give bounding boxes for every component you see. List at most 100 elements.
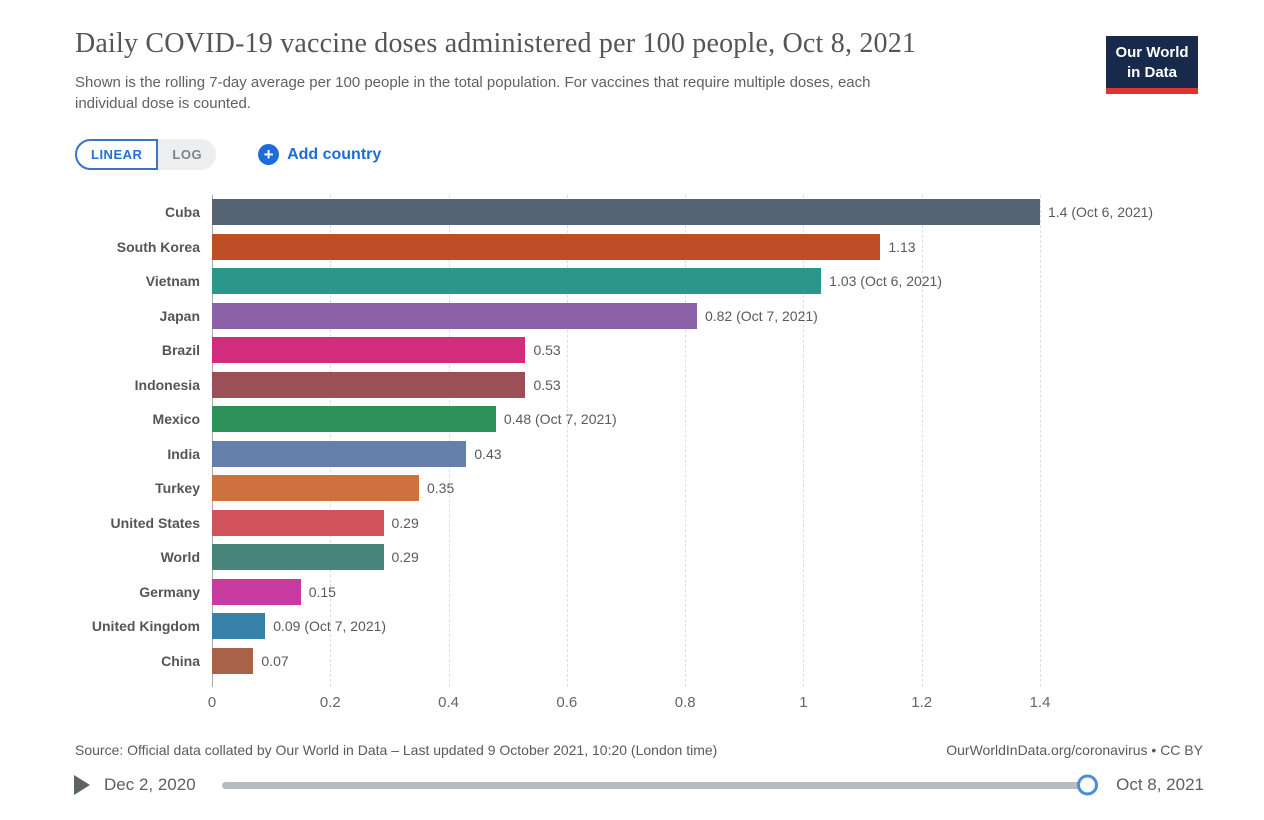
owid-logo-line2: in Data — [1126, 63, 1177, 81]
bar-row: Germany 0.15 — [60, 575, 1205, 610]
x-tick-label: 0.8 — [674, 694, 696, 711]
owid-logo-red-stripe — [1106, 88, 1198, 94]
country-label: Japan — [159, 307, 200, 324]
bar-row: South Korea 1.13 — [60, 230, 1205, 265]
gridline — [685, 195, 687, 687]
x-axis: 0 0.2 0.4 0.6 0.8 1 1.2 1.4 — [208, 694, 1205, 716]
bar-track: 0.53 — [212, 337, 1205, 364]
country-label: Cuba — [165, 204, 200, 221]
bar-track: 0.07 — [212, 647, 1205, 674]
country-label: Brazil — [161, 342, 200, 359]
chart-subtitle-line2: individual dose is counted. — [75, 94, 251, 112]
bar-value-label: 0.07 — [261, 652, 289, 669]
bar-row: Turkey 0.35 — [60, 471, 1205, 506]
bar-value-label: 0.53 — [533, 376, 561, 393]
x-tick-label: 0.4 — [438, 694, 459, 711]
linear-scale-button[interactable]: LINEAR — [75, 139, 159, 170]
bar-track: 0.35 — [212, 475, 1205, 502]
add-country-label: Add country — [287, 145, 382, 163]
bar-china[interactable] — [212, 647, 254, 674]
bar-row: Vietnam 1.03 (Oct 6, 2021) — [60, 264, 1205, 299]
attribution-note: OurWorldInData.org/coronavirus • CC BY — [946, 742, 1203, 758]
source-note: Source: Official data collated by Our Wo… — [75, 742, 718, 758]
country-label: Vietnam — [145, 273, 200, 290]
country-label: China — [161, 652, 200, 669]
bar-value-label: 0.82 (Oct 7, 2021) — [704, 307, 818, 324]
timeline-slider-handle[interactable] — [1077, 774, 1099, 796]
bar-row: Cuba 1.4 (Oct 6, 2021) — [60, 195, 1205, 230]
x-tick-label: 0.2 — [319, 694, 341, 711]
gridline — [803, 195, 805, 687]
log-scale-button[interactable]: LOG — [158, 139, 216, 170]
bar-chart: Cuba 1.4 (Oct 6, 2021) South Korea 1.13 Viet… — [60, 195, 1205, 720]
bar-row: Brazil 0.53 — [60, 333, 1205, 368]
bar-row: United States 0.29 — [60, 506, 1205, 541]
scale-toggle: LINEAR LOG — [75, 139, 217, 170]
bar-track: 0.15 — [212, 578, 1205, 605]
bar-south-korea[interactable] — [212, 233, 881, 260]
bar-value-label: 0.48 (Oct 7, 2021) — [503, 411, 617, 428]
bar-track: 0.48 (Oct 7, 2021) — [212, 406, 1205, 433]
bar-track: 0.09 (Oct 7, 2021) — [212, 613, 1205, 640]
bar-value-label: 0.15 — [308, 583, 336, 600]
bar-value-label: 0.09 (Oct 7, 2021) — [273, 618, 387, 635]
owid-logo[interactable]: Our World in Data — [1106, 36, 1198, 94]
bar-value-label: 0.43 — [474, 445, 502, 462]
bar-cuba[interactable] — [212, 199, 1040, 226]
bar-rows: Cuba 1.4 (Oct 6, 2021) South Korea 1.13 Viet… — [60, 195, 1205, 678]
bar-value-label: 1.13 — [888, 238, 916, 255]
bar-track: 0.53 — [212, 371, 1205, 398]
chart-controls: LINEAR LOG + Add country — [75, 139, 381, 170]
timeline-slider-track[interactable] — [221, 774, 1099, 796]
timeline-start-date: Dec 2, 2020 — [104, 775, 196, 794]
bar-track: 1.03 (Oct 6, 2021) — [212, 268, 1205, 295]
country-label: Germany — [139, 583, 200, 600]
chart-title: Daily COVID-19 vaccine doses administere… — [75, 28, 917, 59]
bar-turkey[interactable] — [212, 475, 419, 502]
x-tick-label: 1 — [799, 694, 808, 711]
bar-value-label: 0.35 — [427, 480, 455, 497]
bar-value-label: 1.4 (Oct 6, 2021) — [1048, 204, 1154, 221]
add-country-button[interactable]: + Add country — [258, 144, 381, 165]
country-label: United Kingdom — [91, 618, 200, 635]
bar-united-states[interactable] — [212, 509, 384, 536]
bar-row: China 0.07 — [60, 644, 1205, 679]
bar-track: 1.4 (Oct 6, 2021) — [212, 199, 1205, 226]
bar-row: United Kingdom 0.09 (Oct 7, 2021) — [60, 609, 1205, 644]
bar-track: 0.29 — [212, 544, 1205, 571]
country-label: United States — [110, 514, 200, 531]
play-icon[interactable] — [74, 775, 90, 795]
bar-track: 0.29 — [212, 509, 1205, 536]
chart-subtitle: Shown is the rolling 7-day average per 1… — [75, 73, 870, 114]
bar-row: India 0.43 — [60, 437, 1205, 472]
country-label: India — [167, 445, 200, 462]
timeline: Dec 2, 2020 Oct 8, 2021 — [74, 772, 1204, 798]
x-tick-label: 1.4 — [1029, 694, 1051, 711]
bar-japan[interactable] — [212, 302, 697, 329]
bar-vietnam[interactable] — [212, 268, 822, 295]
bar-track: 0.43 — [212, 440, 1205, 467]
bar-row: Mexico 0.48 (Oct 7, 2021) — [60, 402, 1205, 437]
x-tick-label: 0 — [207, 694, 217, 711]
bar-world[interactable] — [212, 544, 384, 571]
bar-indonesia[interactable] — [212, 371, 526, 398]
bar-track: 1.13 — [212, 233, 1205, 260]
country-label: Turkey — [155, 480, 200, 497]
bar-value-label: 0.53 — [533, 342, 561, 359]
bar-germany[interactable] — [212, 578, 301, 605]
x-tick-label: 1.2 — [911, 694, 933, 711]
bar-united-kingdom[interactable] — [212, 613, 266, 640]
bar-value-label: 0.29 — [391, 514, 419, 531]
bar-india[interactable] — [212, 440, 467, 467]
gridline — [1040, 195, 1041, 687]
gridline — [566, 195, 568, 687]
bar-mexico[interactable] — [212, 406, 496, 433]
bar-brazil[interactable] — [212, 337, 526, 364]
x-tick-label: 0.6 — [556, 694, 578, 711]
country-label: Mexico — [152, 411, 200, 428]
plus-icon: + — [258, 144, 280, 165]
bar-row: Indonesia 0.53 — [60, 368, 1205, 403]
bar-value-label: 1.03 (Oct 6, 2021) — [829, 273, 942, 290]
owid-logo-line1: Our World — [1115, 44, 1189, 61]
